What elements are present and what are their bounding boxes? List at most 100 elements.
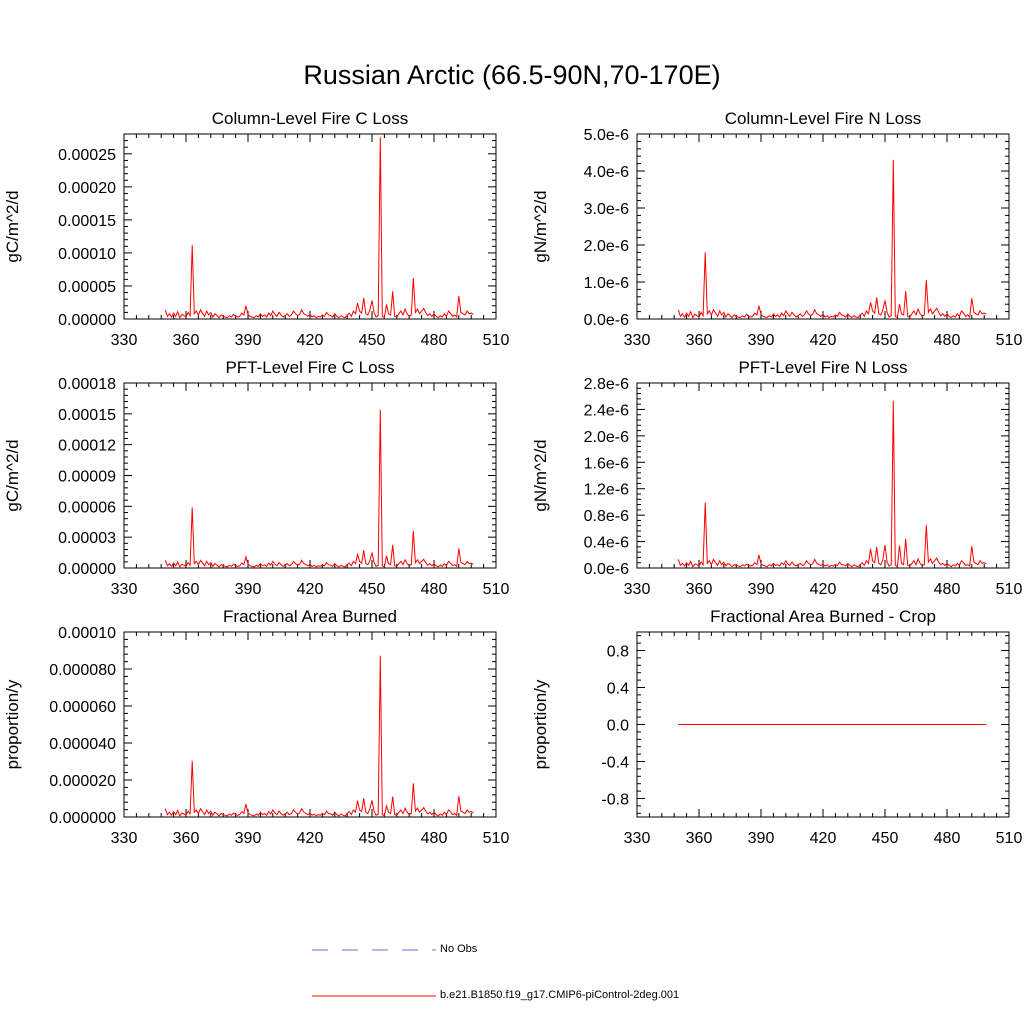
x-tick-label: 420 <box>297 332 324 349</box>
y-tick-label: 2.0e-6 <box>584 429 629 446</box>
plot-frame <box>636 133 1010 320</box>
y-tick-label: 2.4e-6 <box>584 402 629 419</box>
x-tick-label: 390 <box>748 332 775 349</box>
y-tick-label: 0.00012 <box>58 438 116 455</box>
x-tick-label: 510 <box>483 332 510 349</box>
y-tick-label: 1.2e-6 <box>584 482 629 499</box>
x-tick-label: 510 <box>996 830 1023 847</box>
y-tick-label: 0.000080 <box>49 662 116 679</box>
chart-title: Column-Level Fire N Loss <box>725 109 922 128</box>
x-tick-label: 330 <box>111 581 138 598</box>
legend-no-obs-swatch <box>312 949 436 951</box>
y-tick-label: 0.00010 <box>58 625 116 642</box>
y-tick-label: 0.0e-6 <box>584 312 629 329</box>
x-tick-label: 420 <box>810 332 837 349</box>
x-tick-label: 510 <box>996 581 1023 598</box>
x-tick-label: 390 <box>235 332 262 349</box>
x-tick-label: 390 <box>748 581 775 598</box>
y-tick-label: 0.00025 <box>58 147 116 164</box>
x-tick-label: 480 <box>934 830 961 847</box>
x-tick-label: 390 <box>235 830 262 847</box>
chart-6: Fractional Area Burned - Crop proportion/… <box>531 607 1022 847</box>
series-line <box>164 409 474 568</box>
y-tick-label: 0.8e-6 <box>584 508 629 525</box>
y-tick-label: -0.4 <box>601 755 629 772</box>
y-tick-label: 0.00020 <box>58 180 116 197</box>
y-tick-label: 0.00000 <box>58 312 116 329</box>
y-tick-label: 0.00003 <box>58 530 116 547</box>
plot-frame <box>123 382 497 569</box>
y-tick-label: 0.00006 <box>58 499 116 516</box>
y-tick-label: 0.0 <box>607 718 629 735</box>
x-tick-label: 330 <box>111 830 138 847</box>
chart-title: PFT-Level Fire N Loss <box>738 358 907 377</box>
y-tick-label: 0.8 <box>607 644 629 661</box>
x-tick-label: 450 <box>872 332 899 349</box>
x-tick-label: 480 <box>934 332 961 349</box>
x-tick-label: 420 <box>810 830 837 847</box>
chart-2: Column-Level Fire N Loss gN/m^2/d 330 360 39… <box>531 109 1022 349</box>
chart-title: Fractional Area Burned <box>223 607 397 626</box>
x-tick-label: 420 <box>297 581 324 598</box>
y-axis-label: gN/m^2/d <box>531 439 550 511</box>
x-tick-label: 420 <box>810 581 837 598</box>
plot-frame <box>123 631 497 818</box>
x-tick-label: 420 <box>297 830 324 847</box>
chart-1: Column-Level Fire C Loss gC/m^2/d 330 360 39… <box>3 109 509 349</box>
x-tick-label: 330 <box>624 830 651 847</box>
y-tick-label: 0.000040 <box>49 736 116 753</box>
legend-no-obs-label: No Obs <box>440 943 478 955</box>
x-tick-label: 360 <box>173 581 200 598</box>
x-tick-label: 480 <box>421 332 448 349</box>
y-tick-label: 0.00018 <box>58 376 116 393</box>
x-tick-label: 450 <box>359 581 386 598</box>
y-tick-label: 0.00009 <box>58 469 116 486</box>
x-tick-label: 360 <box>173 830 200 847</box>
y-tick-label: 5.0e-6 <box>584 127 629 144</box>
chart-title: Fractional Area Burned - Crop <box>710 607 936 626</box>
y-tick-label: 0.00000 <box>58 561 116 578</box>
chart-title: Column-Level Fire C Loss <box>212 109 409 128</box>
legend-model-swatch <box>312 995 436 997</box>
x-tick-label: 510 <box>996 332 1023 349</box>
y-tick-label: 1.0e-6 <box>584 275 629 292</box>
plot-frame <box>636 382 1010 569</box>
y-tick-label: 4.0e-6 <box>584 164 629 181</box>
x-tick-label: 360 <box>686 830 713 847</box>
y-axis-label: proportion/y <box>3 679 22 769</box>
x-tick-label: 360 <box>686 581 713 598</box>
x-tick-label: 360 <box>173 332 200 349</box>
chart-5: Fractional Area Burned proportion/y 330 360… <box>3 607 509 847</box>
chart-title: PFT-Level Fire C Loss <box>225 358 394 377</box>
y-tick-label: 2.0e-6 <box>584 238 629 255</box>
x-tick-label: 480 <box>421 830 448 847</box>
x-tick-label: 330 <box>624 332 651 349</box>
chart-3: PFT-Level Fire C Loss gC/m^2/d 330 360 390 42… <box>3 358 509 598</box>
x-tick-label: 390 <box>748 830 775 847</box>
chart-4: PFT-Level Fire N Loss gN/m^2/d 330 360 390 42… <box>531 358 1022 598</box>
y-tick-label: 1.6e-6 <box>584 455 629 472</box>
y-axis-label: gN/m^2/d <box>531 190 550 262</box>
plot-frame <box>123 133 497 320</box>
y-tick-label: 0.0e-6 <box>584 561 629 578</box>
legend-model-label: b.e21.B1850.f19_g17.CMIP6-piControl-2deg… <box>440 989 680 1001</box>
y-tick-label: 2.8e-6 <box>584 376 629 393</box>
y-tick-label: 0.00010 <box>58 246 116 263</box>
x-tick-label: 450 <box>359 332 386 349</box>
series-line <box>164 655 474 817</box>
series-line <box>164 137 474 319</box>
y-tick-label: 0.4e-6 <box>584 535 629 552</box>
y-tick-label: 0.00005 <box>58 279 116 296</box>
x-tick-label: 510 <box>483 830 510 847</box>
x-tick-label: 450 <box>872 581 899 598</box>
page-title: Russian Arctic (66.5-90N,70-170E) <box>303 60 721 90</box>
y-tick-label: -0.8 <box>601 792 629 809</box>
y-tick-label: 0.000000 <box>49 810 116 827</box>
x-tick-label: 510 <box>483 581 510 598</box>
series-line <box>677 159 987 319</box>
y-axis-label: gC/m^2/d <box>3 190 22 262</box>
x-tick-label: 480 <box>934 581 961 598</box>
series-line <box>677 400 987 568</box>
y-tick-label: 0.4 <box>607 681 629 698</box>
